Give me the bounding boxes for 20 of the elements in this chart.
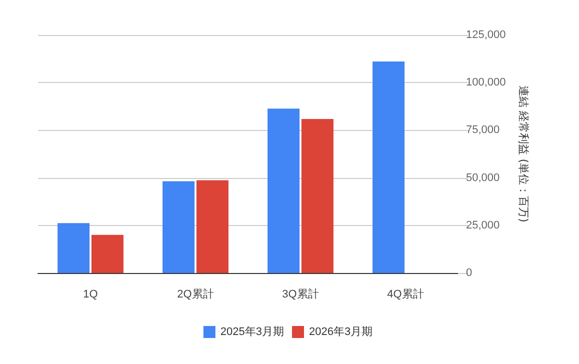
bar — [162, 181, 195, 273]
y2-tick-label: 25,000 — [466, 219, 500, 232]
y2-tick-label: 75,000 — [466, 124, 500, 136]
bar — [196, 180, 228, 273]
bar — [301, 118, 334, 273]
y2-tick-label: 100,000 — [466, 76, 506, 89]
bar — [268, 108, 300, 273]
legend-label: 2025年3月期 — [220, 326, 284, 338]
legend-label: 2026年3月期 — [309, 326, 373, 338]
x-tick-label: 3Q累計 — [282, 288, 319, 300]
y2-tick-label: 50,000 — [466, 172, 500, 184]
x-tick-label: 1Q — [83, 288, 98, 300]
y2-tick-label: 125,000 — [466, 29, 506, 41]
x-tick-label: 4Q累計 — [387, 288, 424, 300]
x-tick-label: 2Q累計 — [177, 288, 214, 300]
y2-tick-label: 0 — [466, 267, 472, 279]
bar — [91, 234, 124, 273]
bar — [58, 223, 90, 273]
y2-axis-title: 連結 経常利益 (単位：百万) — [517, 86, 530, 222]
bar — [372, 61, 405, 273]
